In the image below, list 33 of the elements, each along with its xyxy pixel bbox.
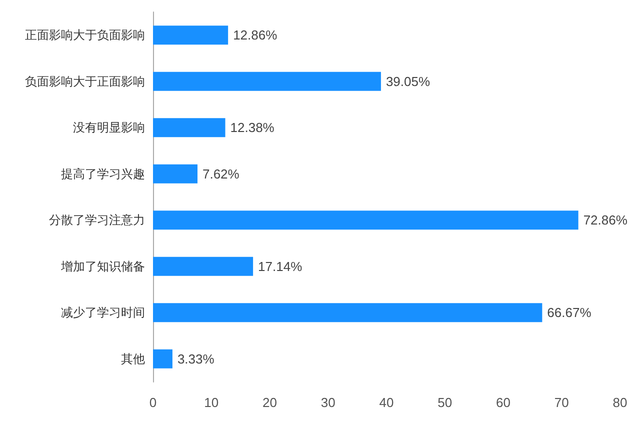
x-tick-label: 70: [554, 395, 569, 410]
data-label: 3.33%: [177, 351, 215, 366]
bar: [153, 349, 172, 368]
bar: [153, 256, 254, 276]
data-label: 7.62%: [202, 166, 240, 182]
data-label: 72.86%: [583, 212, 628, 228]
bar: [153, 118, 226, 138]
y-tick-label: 减少了学习时间: [61, 306, 145, 320]
x-tick-label: 80: [612, 395, 628, 410]
y-tick-label: 正面影响大于负面影响: [25, 28, 145, 42]
x-tick-label: 50: [438, 395, 452, 410]
x-tick-label: 20: [262, 395, 277, 410]
bar: [153, 72, 381, 91]
bar: [153, 303, 542, 322]
bar: [153, 210, 578, 230]
data-label: 12.38%: [230, 120, 275, 136]
data-label: 39.05%: [386, 74, 430, 89]
y-tick-label: 没有明显影响: [73, 120, 145, 135]
x-tick-label: 30: [320, 395, 336, 410]
x-tick-label: 10: [204, 395, 219, 410]
x-tick-label: 0: [149, 395, 157, 410]
x-tick-label: 60: [496, 395, 510, 410]
y-tick-label: 分散了学习注意力: [49, 213, 145, 228]
data-label: 12.86%: [233, 28, 278, 43]
y-tick-label: 其他: [121, 352, 145, 366]
data-label: 17.14%: [258, 258, 303, 274]
bar: [153, 26, 228, 45]
x-tick-label: 40: [379, 395, 394, 410]
y-tick-label: 负面影响大于正面影响: [25, 74, 145, 88]
data-label: 66.67%: [547, 305, 592, 320]
y-tick-label: 提高了学习兴趣: [61, 166, 145, 181]
y-tick-label: 增加了知识储备: [60, 259, 145, 274]
bar: [153, 164, 198, 184]
